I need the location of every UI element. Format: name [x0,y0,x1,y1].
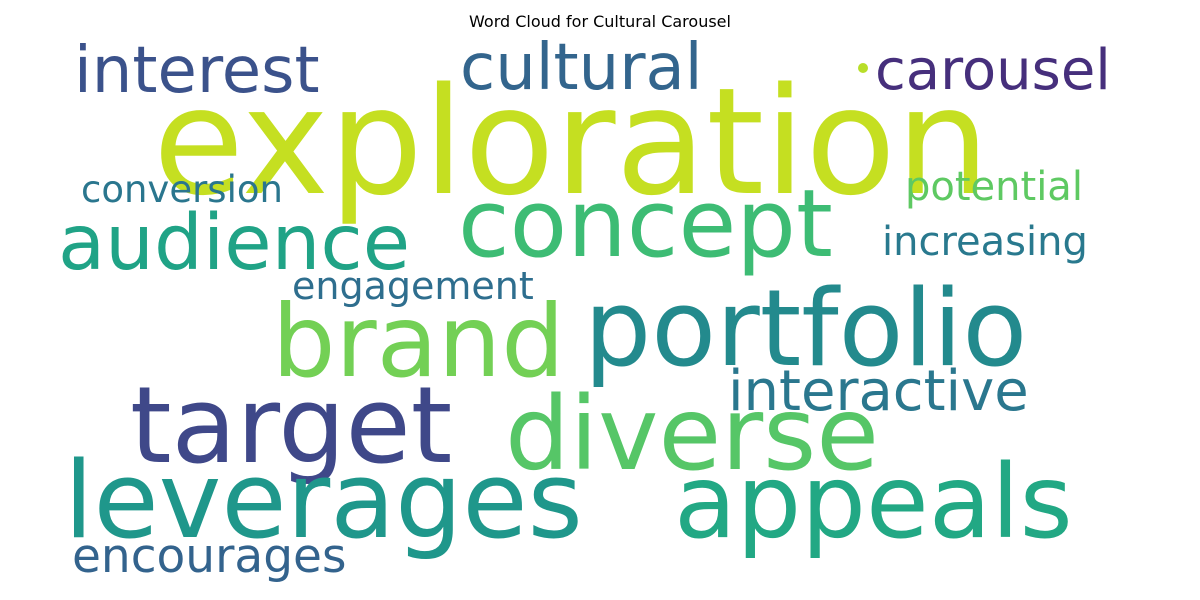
word-exploration: exploration [153,56,990,228]
word-portfolio: portfolio [584,267,1028,390]
word-leverages: leverages [64,439,583,562]
word-interactive: interactive [728,359,1029,424]
word-cultural: cultural [460,31,703,105]
dot-mark [858,63,868,73]
word-conversion: conversion [81,168,283,211]
word-interest: interest [74,34,320,108]
word-concept: concept [458,170,833,279]
word-brand: brand [272,283,565,400]
word-potential: potential [905,164,1083,210]
word-increasing: increasing [882,219,1088,265]
word-encourages: encourages [72,529,347,584]
word-audience: audience [58,199,411,288]
chart-title: Word Cloud for Cultural Carousel [469,12,731,31]
word-target: target [130,364,453,487]
word-appeals: appeals [674,443,1073,562]
word-carousel: carousel [875,38,1111,103]
word-diverse: diverse [505,375,880,494]
word-engagement: engagement [292,264,534,308]
